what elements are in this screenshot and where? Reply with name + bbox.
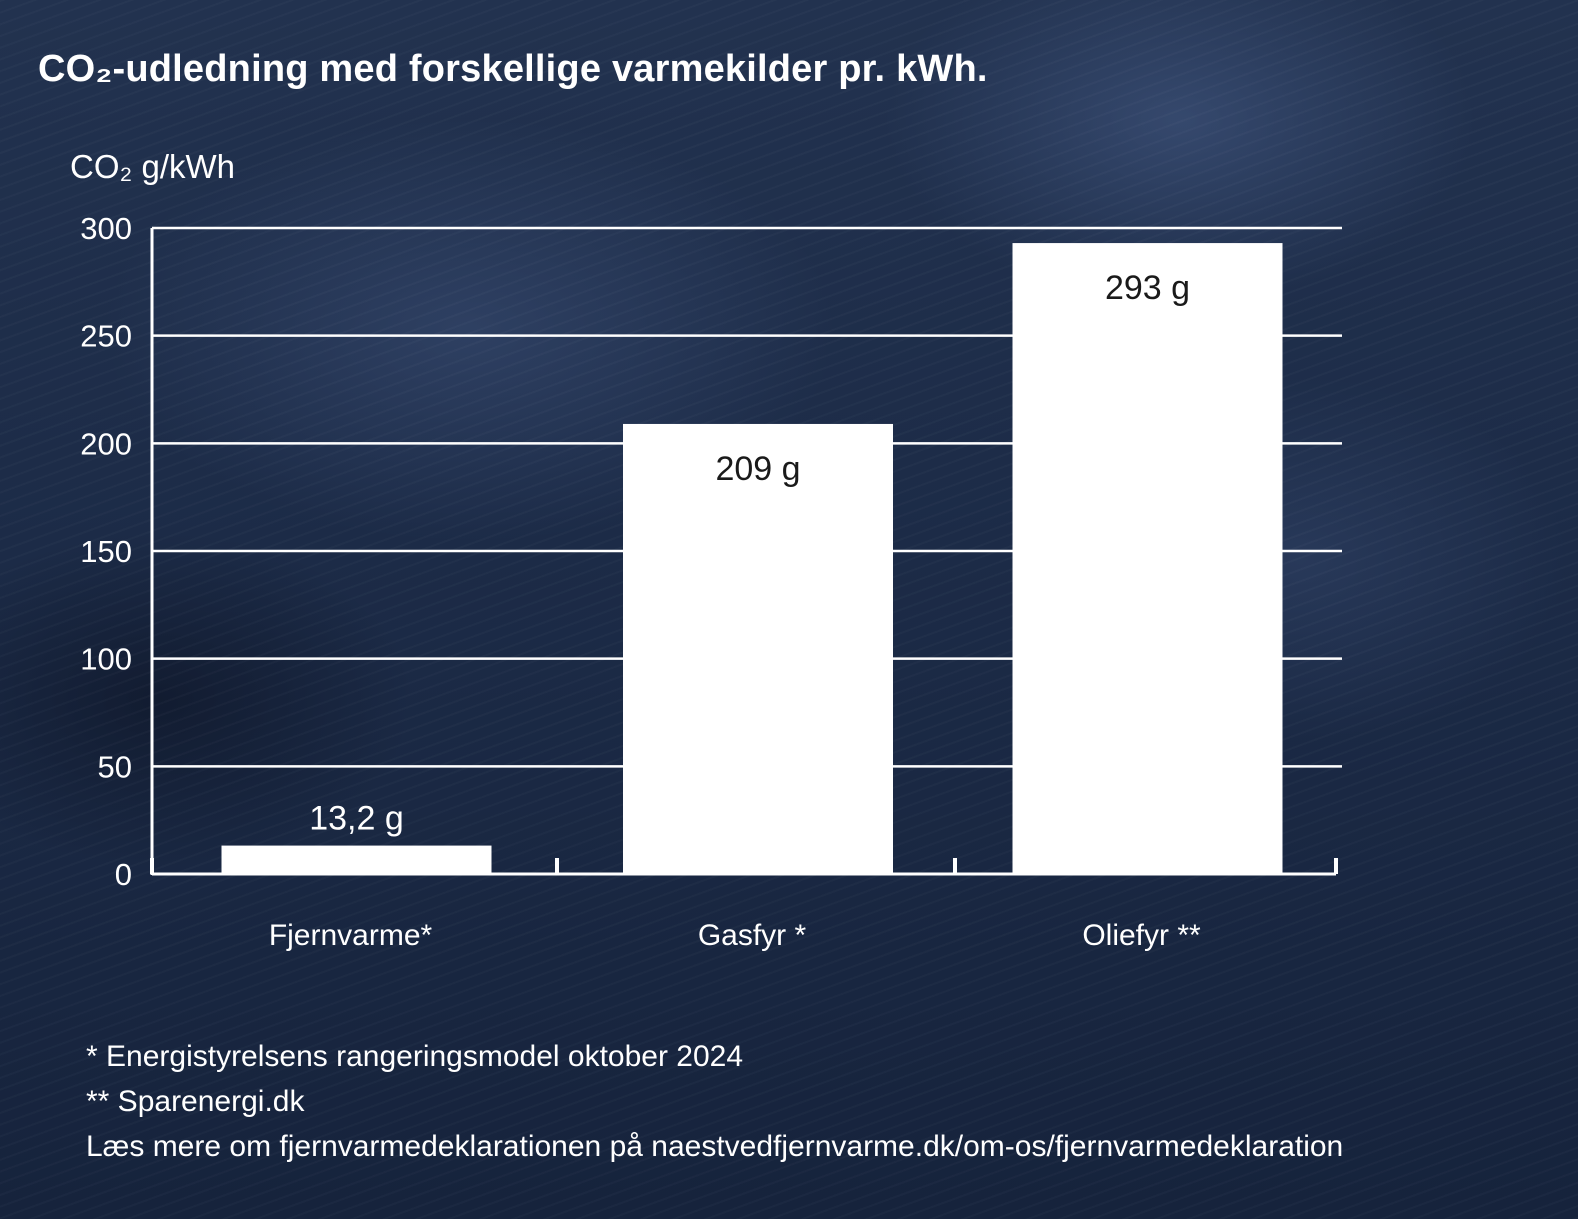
- data-label-0: 13,2 g: [309, 800, 404, 838]
- chart-title: CO₂-udledning med forskellige varmekilde…: [38, 48, 988, 90]
- bar-2: [1012, 243, 1283, 874]
- footnote-source-1: * Energistyrelsens rangeringsmodel oktob…: [86, 1040, 744, 1073]
- x-category-label-0: Fjernvarme*: [269, 919, 433, 952]
- x-category-label-2: Oliefyr **: [1082, 919, 1201, 952]
- y-axis-label: CO₂ g/kWh: [70, 148, 235, 185]
- y-tick-label-300: 300: [80, 211, 132, 246]
- data-label-1: 209 g: [715, 450, 800, 488]
- y-tick-label-0: 0: [115, 857, 132, 892]
- bar-1: [623, 423, 893, 874]
- y-tick-label-150: 150: [80, 534, 132, 569]
- y-tick-label-100: 100: [80, 642, 132, 677]
- data-label-2: 293 g: [1105, 269, 1190, 307]
- x-category-label-1: Gasfyr *: [698, 919, 807, 952]
- y-tick-label-200: 200: [80, 426, 132, 461]
- y-tick-label-250: 250: [80, 319, 132, 354]
- bar-0: [221, 845, 492, 874]
- footnotes: * Energistyrelsens rangeringsmodel oktob…: [86, 1034, 1343, 1169]
- footnote-source-2: ** Sparenergi.dk: [86, 1085, 305, 1118]
- y-tick-label-50: 50: [98, 749, 132, 784]
- footnote-read-more: Læs mere om fjernvarmedeklarationen på n…: [86, 1130, 1344, 1163]
